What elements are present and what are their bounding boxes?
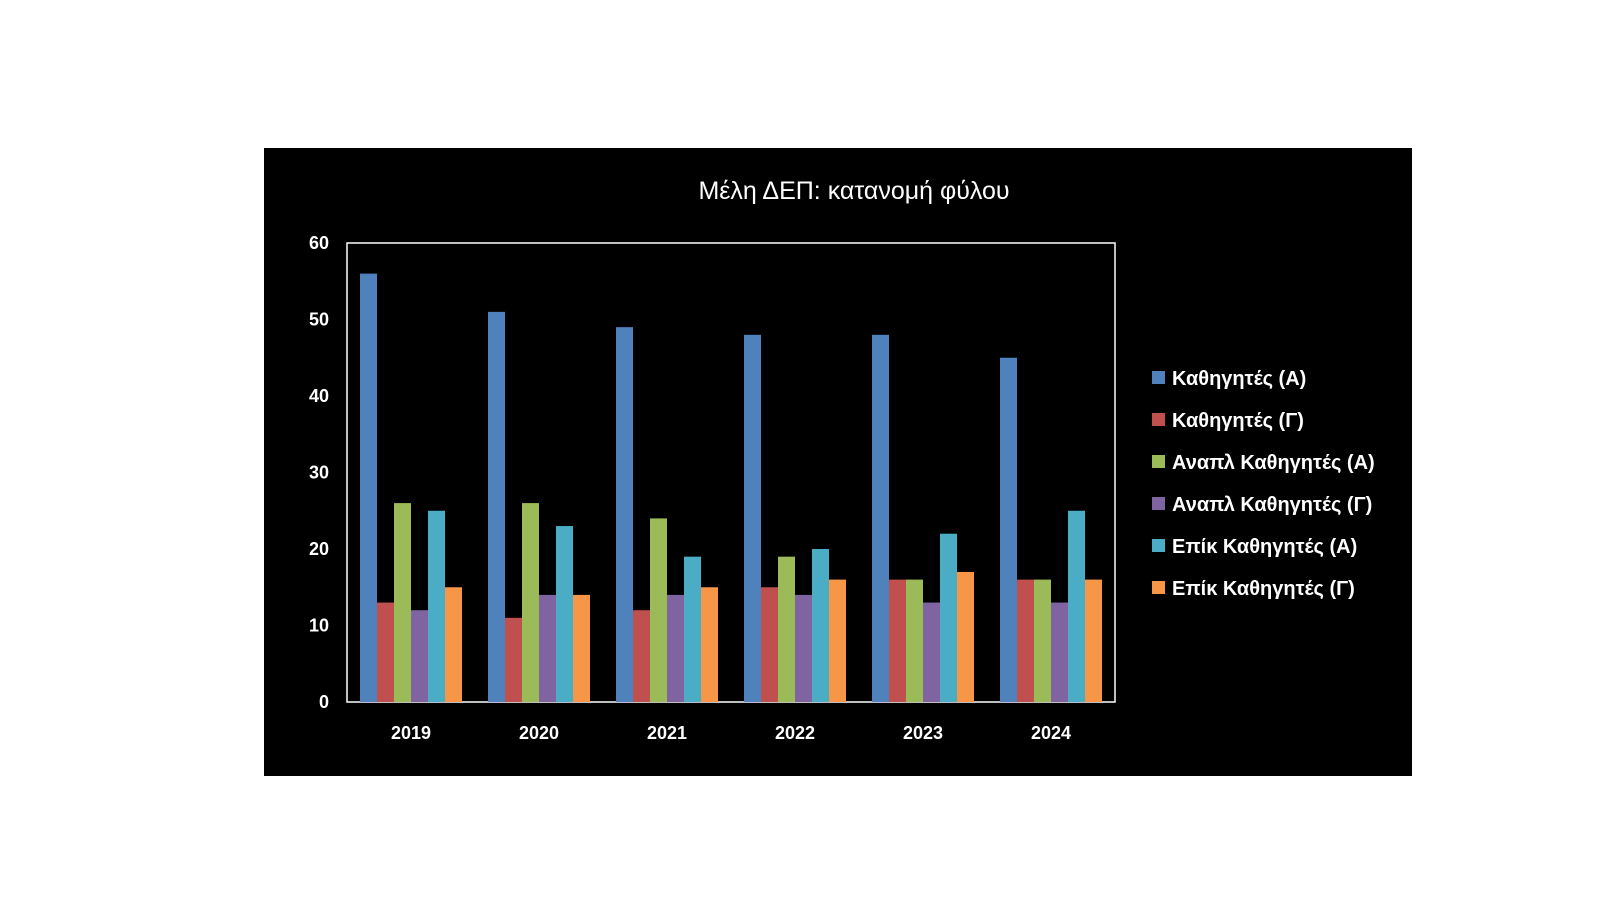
- legend-swatch: [1152, 413, 1165, 426]
- plot-area: [346, 242, 1116, 703]
- bar: [394, 503, 411, 702]
- bar: [573, 594, 590, 702]
- bar: [411, 610, 428, 702]
- y-tick-label: 60: [309, 233, 329, 253]
- bar: [684, 556, 701, 702]
- y-tick-label: 40: [309, 386, 329, 406]
- bar: [1034, 579, 1051, 702]
- bar: [505, 617, 522, 702]
- x-tick-label: 2021: [647, 723, 687, 743]
- bar: [616, 327, 633, 702]
- bar: [445, 587, 462, 702]
- bar: [1085, 579, 1102, 702]
- bar: [778, 556, 795, 702]
- bar: [633, 610, 650, 702]
- bar: [377, 602, 394, 702]
- legend-swatch: [1152, 539, 1165, 552]
- bar: [1051, 602, 1068, 702]
- bar: [923, 602, 940, 702]
- legend-entry: Αναπλ Καθηγητές (Γ): [1172, 494, 1372, 516]
- bar: [360, 273, 377, 702]
- x-tick-label: 2024: [1031, 723, 1071, 743]
- y-tick-label: 30: [309, 463, 329, 483]
- bar: [539, 594, 556, 702]
- bar: [667, 594, 684, 702]
- legend-entry: Αναπλ Καθηγητές (Α): [1172, 452, 1375, 474]
- bar: [1000, 357, 1017, 702]
- bar: [872, 334, 889, 702]
- legend-swatch: [1152, 455, 1165, 468]
- bar: [1068, 510, 1085, 702]
- bar: [744, 334, 761, 702]
- bar: [428, 510, 445, 702]
- bar: [906, 579, 923, 702]
- x-axis-ticks: 2019 2020 2021 2022 2023 2024: [391, 723, 1071, 743]
- bar: [812, 549, 829, 702]
- bar: [650, 518, 667, 702]
- legend-swatch: [1152, 371, 1165, 384]
- bar: [829, 579, 846, 702]
- bar: [795, 594, 812, 702]
- y-tick-label: 10: [309, 616, 329, 636]
- x-tick-label: 2023: [903, 723, 943, 743]
- legend-entry: Επίκ Καθηγητές (Α): [1172, 536, 1357, 558]
- bar: [940, 533, 957, 702]
- bar: [1017, 579, 1034, 702]
- y-axis-ticks: 0 10 20 30 40 50 60: [309, 233, 329, 712]
- legend-swatch: [1152, 497, 1165, 510]
- legend-swatch: [1152, 581, 1165, 594]
- x-tick-label: 2020: [519, 723, 559, 743]
- x-tick-label: 2019: [391, 723, 431, 743]
- bar: [488, 311, 505, 702]
- legend-entry: Καθηγητές (Γ): [1172, 410, 1304, 432]
- y-tick-label: 20: [309, 539, 329, 559]
- x-tick-label: 2022: [775, 723, 815, 743]
- legend: Καθηγητές (Α) Καθηγητές (Γ) Αναπλ Καθηγητέ…: [1152, 368, 1375, 600]
- legend-entry: Καθηγητές (Α): [1172, 368, 1306, 390]
- bars-group: [360, 273, 1102, 702]
- chart-panel: Μέλη ΔΕΠ: κατανομή φύλου 0 10 20 30 40 50 60 2…: [264, 148, 1412, 776]
- bar-chart: Μέλη ΔΕΠ: κατανομή φύλου 0 10 20 30 40 50 60 2…: [309, 177, 1375, 743]
- bar: [522, 503, 539, 702]
- bar: [957, 571, 974, 702]
- bar: [701, 587, 718, 702]
- bar: [556, 526, 573, 702]
- chart-title: Μέλη ΔΕΠ: κατανομή φύλου: [698, 177, 1009, 205]
- y-tick-label: 0: [319, 692, 329, 712]
- bar: [889, 579, 906, 702]
- y-tick-label: 50: [309, 310, 329, 330]
- legend-entry: Επίκ Καθηγητές (Γ): [1172, 578, 1355, 600]
- bar: [761, 587, 778, 702]
